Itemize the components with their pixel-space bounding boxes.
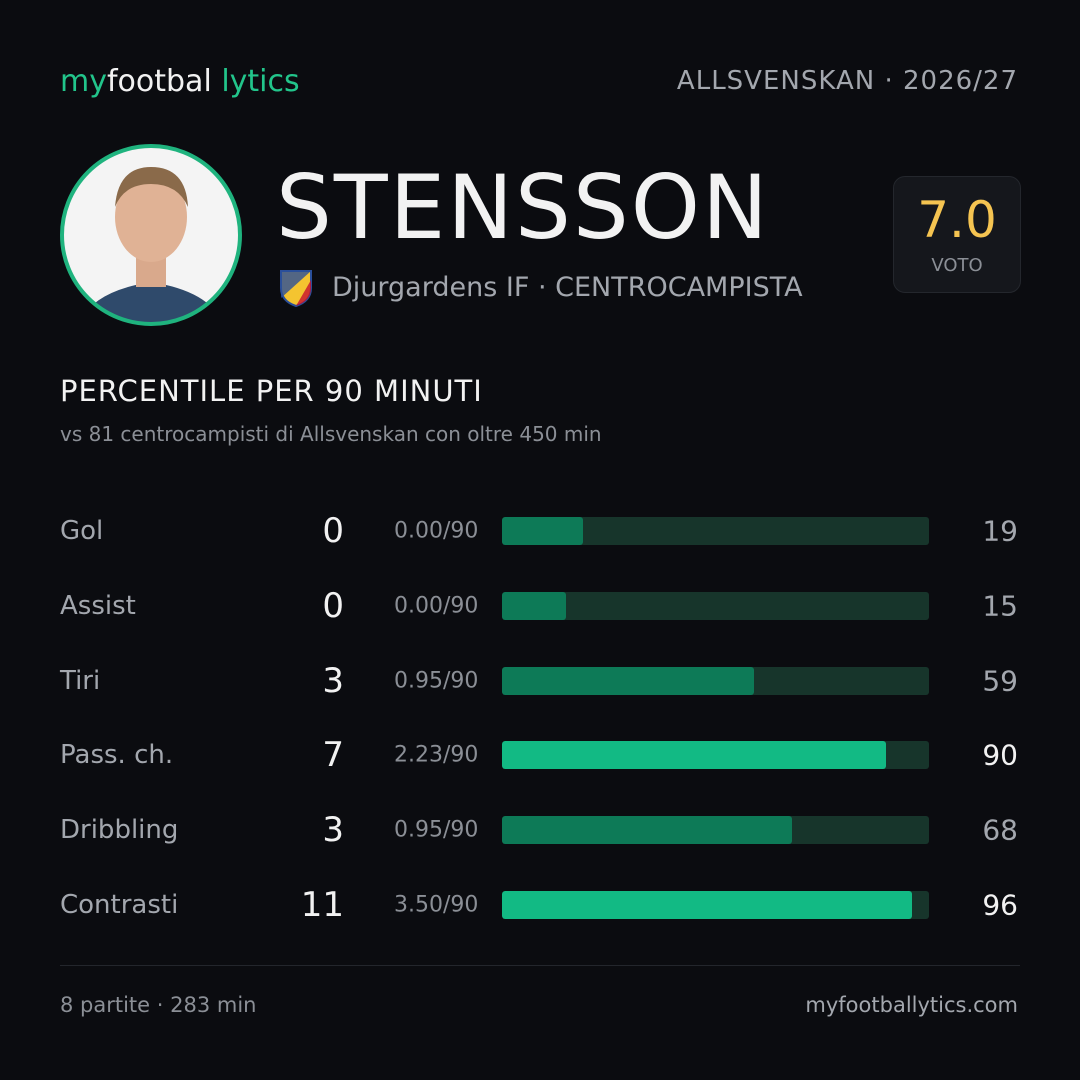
divider: [60, 965, 1020, 966]
league: ALLSVENSKAN: [676, 66, 876, 96]
rating-box: 7.0 VOTO: [893, 176, 1021, 293]
row-percentile: 59: [982, 664, 1018, 698]
bar-track: [502, 517, 929, 545]
competition: ALLSVENSKAN · 2026/27: [677, 66, 1018, 96]
row-percentile: 96: [982, 888, 1018, 922]
row-per90: 3.50/90: [394, 892, 479, 918]
brand-part: footbal: [106, 64, 212, 99]
percentile-bar: [502, 591, 567, 620]
section-subtitle: vs 81 centrocampisti di Allsvenskan con …: [60, 422, 602, 446]
percentile-bar: [502, 891, 912, 919]
role: · CENTROCAMPISTA: [537, 272, 803, 303]
player-photo: [60, 144, 242, 326]
percentile-bar: [502, 741, 887, 770]
row-percentile: 68: [982, 813, 1018, 847]
row-label: Dribbling: [60, 815, 179, 846]
row-total: 0: [322, 585, 344, 626]
rating-value: 7.0: [917, 191, 997, 249]
bar-track: [502, 741, 929, 770]
bar-track: [502, 591, 929, 620]
row-percentile: 15: [982, 589, 1018, 623]
team-role: Djurgardens IF · CENTROCAMPISTA: [332, 272, 803, 303]
row-per90: 2.23/90: [394, 742, 479, 768]
bar-track: [502, 891, 929, 919]
brand-part: my: [60, 64, 107, 99]
brand: myfootbal lytics: [60, 64, 300, 99]
footer-site: myfootballytics.com: [805, 993, 1018, 1017]
rating-label: VOTO: [931, 255, 983, 276]
section-title: PERCENTILE PER 90 MINUTI: [60, 374, 483, 408]
row-label: Assist: [60, 590, 136, 621]
footer-stats: 8 partite · 283 min: [60, 993, 257, 1017]
row-total: 0: [322, 511, 344, 551]
percentile-bar: [502, 816, 793, 845]
row-per90: 0.00/90: [394, 518, 479, 544]
percentile-bar: [502, 666, 754, 695]
season: · 2026/27: [884, 66, 1018, 96]
percentile-bar: [502, 517, 584, 545]
row-per90: 0.00/90: [394, 593, 479, 619]
row-total: 11: [300, 885, 344, 925]
bar-track: [502, 816, 929, 845]
row-percentile: 90: [982, 738, 1018, 772]
row-label: Gol: [60, 516, 104, 546]
row-per90: 0.95/90: [394, 668, 479, 694]
row-per90: 0.95/90: [394, 817, 479, 843]
row-total: 3: [322, 810, 344, 851]
team-badge: [280, 270, 312, 308]
bar-track: [502, 666, 929, 695]
row-percentile: 19: [982, 514, 1018, 548]
player-name: STENSSON: [276, 156, 770, 259]
row-label: Pass. ch.: [60, 740, 174, 771]
row-total: 3: [322, 660, 344, 701]
row-total: 7: [322, 735, 344, 776]
team: Djurgardens IF: [332, 272, 530, 303]
row-label: Contrasti: [60, 890, 179, 920]
row-label: Tiri: [60, 665, 101, 696]
brand-part: lytics: [221, 64, 300, 99]
